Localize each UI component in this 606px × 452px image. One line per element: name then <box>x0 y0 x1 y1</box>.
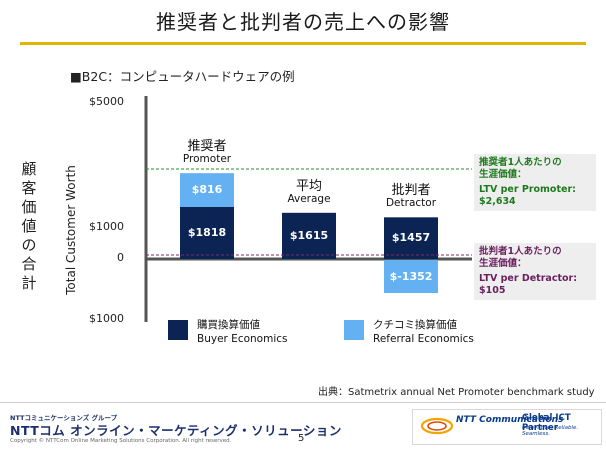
category-label-jp: 平均 <box>295 178 322 194</box>
category-label-jp: 批判者 <box>391 183 431 199</box>
category-label-en: Detractor <box>385 197 437 210</box>
promoter-ltv-en: LTV per Promoter: <box>479 184 576 195</box>
y-tick-label: $1000 <box>89 312 124 325</box>
page-title: 推奨者と批判者の売上への影響 <box>156 10 450 34</box>
promoter-ltv-jp2: 生涯価値： <box>479 169 527 180</box>
promoter-ltv-value: $2,634 <box>479 196 516 207</box>
detractor-ltv-value: $105 <box>479 285 506 296</box>
partner-tagline: Innovative. Reliable. Seamless. <box>522 425 579 437</box>
partner-logo-text: Global ICT Partner <box>522 413 571 433</box>
y-tick-label: 0 <box>117 251 124 264</box>
footer-company-name: NTTコム オンライン・マーケティング・ソリューション <box>10 423 342 438</box>
legend-swatch-buyer <box>168 320 188 340</box>
legend-name-referral-jp: クチコミ換算価値 <box>373 319 457 331</box>
bar-buyer-promoter <box>180 207 234 259</box>
source-note: 出典：Satmetrix annual Net Promoter benchma… <box>318 387 595 398</box>
bar-referral-promoter <box>180 173 234 207</box>
legend-name-buyer-jp: 購買換算価値 <box>197 319 260 331</box>
y-tick-label: $5000 <box>89 95 124 108</box>
ntt-orb-icon <box>420 417 454 435</box>
promoter-ltv-jp1: 推奨者1人あたりの <box>479 157 562 168</box>
bar-value-label: $1818 <box>187 226 227 239</box>
category-label-jp: 推奨者 <box>187 139 227 155</box>
category-label-en: Promoter <box>182 153 232 166</box>
bar-referral-detractor <box>384 260 438 293</box>
ntt-brand-logo-text: NTT Communications <box>456 415 564 425</box>
detractor-ltv-jp2: 生涯価値： <box>479 258 527 269</box>
legend-swatch-referral <box>344 320 364 340</box>
footer-divider <box>0 402 606 403</box>
bar-value-label: $1457 <box>391 231 431 245</box>
page-number: 5 <box>298 433 305 444</box>
category-label-en: Average <box>287 192 331 205</box>
detractor-ltv-en: LTV per Detractor: <box>479 273 578 284</box>
legend-label-buyer: 購買換算価値 Buyer Economics <box>197 318 288 346</box>
y-axis-label-jp: 顧客価値の合計 <box>21 160 37 292</box>
footer-group-name: NTTコミュニケーションズ グループ <box>10 414 118 422</box>
detractor-ltv-jp1: 批判者1人あたりの <box>479 246 562 257</box>
detractor-ltv-annotation: 批判者1人あたりの 生涯価値： LTV per Detractor: $105 <box>474 243 596 300</box>
chart-subtitle: ■B2C：コンピュータハードウェアの例 <box>70 69 295 84</box>
bar-value-label: $1615 <box>289 228 329 242</box>
footer-copyright: Copyright © NTTCom Online Marketing Solu… <box>10 438 232 444</box>
legend-name-referral-en: Referral Economics <box>373 333 474 345</box>
legend-name-buyer-en: Buyer Economics <box>197 333 288 345</box>
bar-value-label: $-1352 <box>389 269 433 283</box>
y-tick-label: $1000 <box>89 220 124 233</box>
bar-buyer-detractor <box>384 217 438 259</box>
title-underline <box>20 42 586 45</box>
legend-label-referral: クチコミ換算価値 Referral Economics <box>373 318 474 346</box>
promoter-ltv-annotation: 推奨者1人あたりの 生涯価値： LTV per Promoter: $2,634 <box>474 154 596 211</box>
bar-value-label: $816 <box>191 183 223 197</box>
bar-buyer-average <box>282 212 336 259</box>
ntt-logo-panel <box>412 409 602 445</box>
